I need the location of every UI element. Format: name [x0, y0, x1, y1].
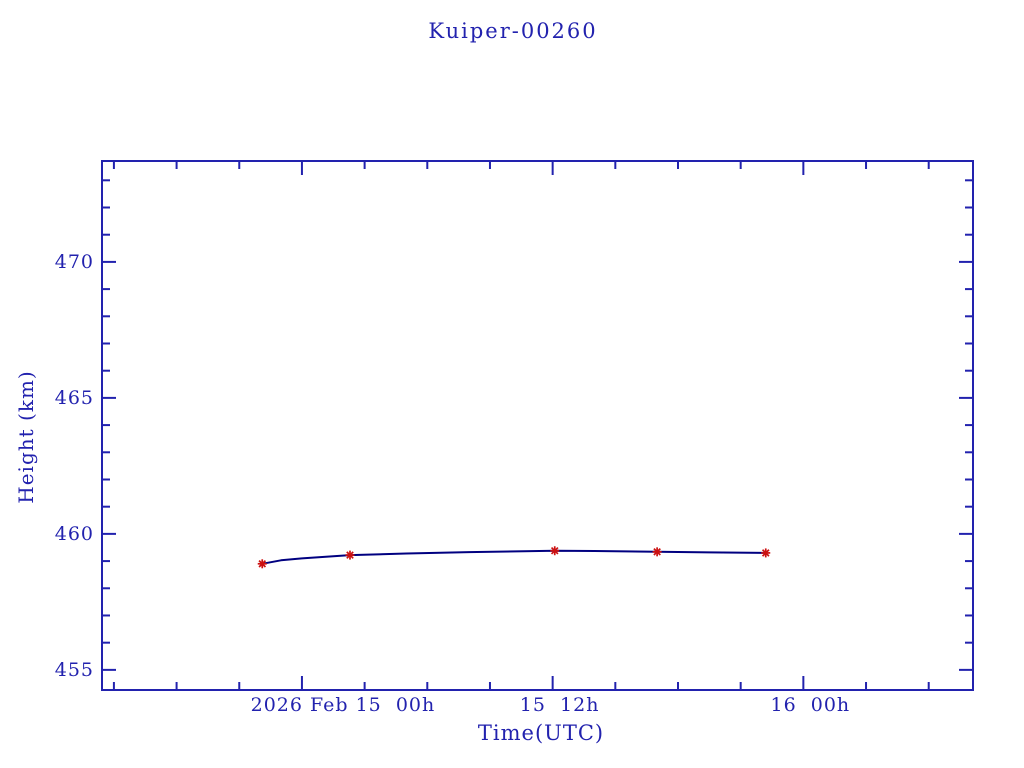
marker-stroke — [653, 548, 661, 556]
x-tick-label: 2026 Feb 15 00h — [250, 694, 436, 716]
data-point-marker — [257, 559, 267, 569]
data-point-marker — [652, 547, 662, 557]
marker-stroke — [258, 560, 267, 568]
y-tick-label: 460 — [54, 522, 94, 545]
y-tick-label: 470 — [54, 250, 94, 273]
x-tick-label: 15 12h — [519, 694, 600, 716]
plot-frame — [101, 160, 974, 691]
data-point-marker — [550, 546, 560, 556]
marker-stroke — [346, 551, 354, 559]
y-tick-label: 455 — [54, 658, 94, 681]
x-axis-title: Time(UTC) — [477, 721, 605, 745]
chart-title: Kuiper-00260 — [428, 19, 598, 43]
marker-stroke — [761, 549, 770, 557]
series-line — [261, 549, 767, 565]
marker-stroke — [550, 546, 559, 555]
x-tick-label: 16 00h — [770, 694, 851, 716]
y-tick-label: 465 — [54, 386, 94, 409]
data-point-marker — [761, 548, 771, 558]
data-point-marker — [345, 550, 355, 560]
